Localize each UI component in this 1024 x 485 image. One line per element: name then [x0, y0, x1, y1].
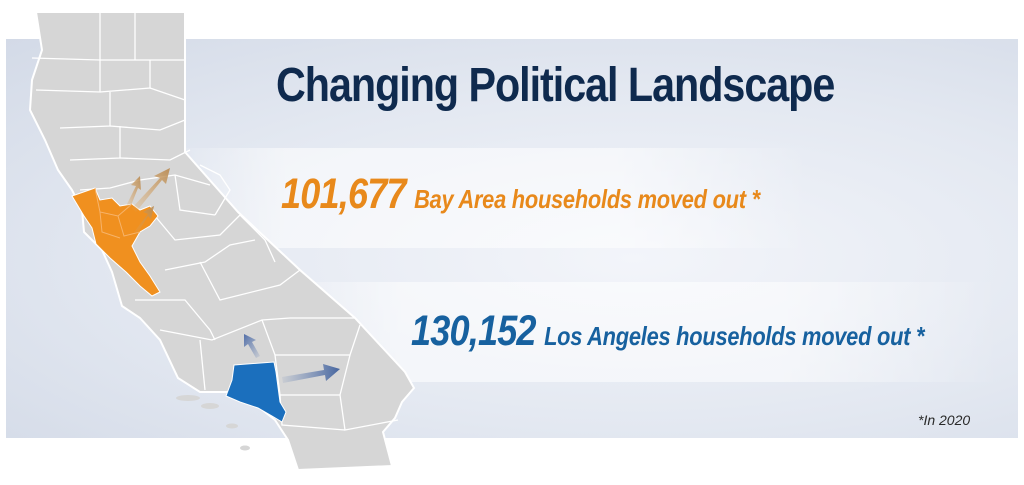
bay-area-region — [71, 187, 161, 297]
county-lines — [31, 12, 399, 431]
los-angeles-stat-value: 130,152 — [411, 307, 537, 355]
los-angeles-stat-label: Los Angeles households moved out * — [544, 321, 925, 351]
bay-area-stat-band — [170, 148, 810, 248]
los-angeles-stat: 130,152 Los Angeles households moved out … — [411, 307, 924, 356]
los-angeles-outflow-arrows — [244, 334, 340, 383]
bay-area-county-lines — [94, 187, 141, 239]
los-angeles-region — [225, 361, 287, 423]
bay-area-stat: 101,677 Bay Area households moved out * — [281, 170, 760, 219]
bay-area-outflow-arrows — [126, 168, 170, 234]
bay-area-stat-value: 101,677 — [281, 170, 407, 218]
channel-islands — [176, 395, 250, 451]
page-title: Changing Political Landscape — [276, 59, 835, 112]
bay-area-stat-label: Bay Area households moved out * — [414, 184, 760, 214]
footnote: *In 2020 — [918, 412, 971, 428]
